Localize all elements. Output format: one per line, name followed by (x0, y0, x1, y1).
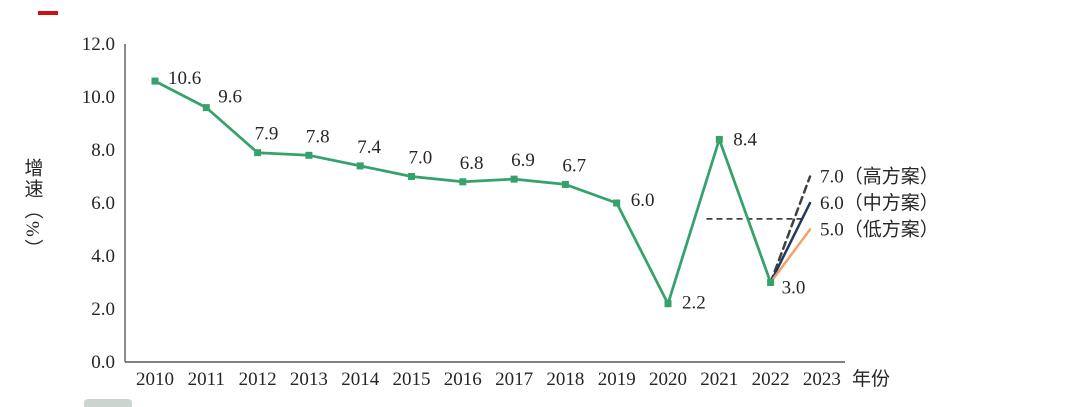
y-tick-label: 12.0 (82, 34, 115, 55)
x-tick-label: 2012 (239, 369, 277, 390)
data-point-label: 2.2 (682, 293, 706, 314)
x-tick-label: 2020 (649, 369, 687, 390)
x-axis-title: 年份 (852, 368, 890, 390)
data-point-label: 6.0 (631, 190, 655, 211)
data-point-marker (459, 178, 467, 186)
data-point-marker (408, 173, 415, 180)
y-tick-label: 2.0 (91, 299, 115, 320)
data-point-marker (356, 162, 364, 170)
x-tick-label: 2019 (598, 369, 636, 390)
data-point-marker (510, 175, 518, 183)
data-point-label: 7.4 (357, 137, 381, 158)
data-point-label: 7.8 (306, 126, 330, 147)
data-point-label: 6.9 (511, 150, 535, 171)
data-point-marker (305, 151, 313, 159)
data-point-marker (202, 104, 210, 112)
y-tick-label: 0.0 (91, 352, 115, 373)
data-point-marker (715, 135, 723, 143)
scenario-label-low: 5.0（低方案） (820, 219, 939, 241)
y-axis-title: 增速（%） (22, 158, 44, 260)
x-tick-label: 2021 (700, 369, 738, 390)
x-tick-label: 2022 (752, 369, 790, 390)
data-point-label: 3.0 (782, 278, 806, 299)
x-tick-label: 2010 (136, 369, 174, 390)
data-point-marker (561, 180, 569, 188)
x-tick-label: 2011 (188, 369, 225, 390)
scenario-line-mid (769, 201, 812, 284)
x-tick-label: 2016 (444, 369, 482, 390)
data-point-label: 10.6 (168, 68, 201, 89)
scenario-line-high (769, 175, 812, 284)
scenario-line-low (769, 228, 812, 284)
x-tick-label: 2013 (290, 369, 328, 390)
data-point-marker (664, 300, 672, 308)
x-tick-label: 2017 (495, 369, 533, 390)
data-point-marker (613, 199, 621, 207)
x-tick-label: 2018 (546, 369, 584, 390)
x-tick-label: 2015 (393, 369, 431, 390)
y-tick-label: 6.0 (91, 193, 115, 214)
y-tick-label: 10.0 (82, 87, 115, 108)
cropped-legend-fragment (84, 399, 132, 407)
data-point-label: 7.0 (409, 148, 433, 169)
y-tick-label: 4.0 (91, 246, 115, 267)
y-tick-label: 8.0 (91, 140, 115, 161)
data-point-label: 7.9 (255, 124, 279, 145)
data-point-label: 6.7 (562, 155, 586, 176)
data-point-label: 6.8 (460, 153, 484, 174)
main-series-line (153, 79, 772, 306)
x-tick-label: 2014 (341, 369, 380, 390)
red-dash-fragment (38, 11, 58, 15)
x-tick-label: 2023 (803, 369, 841, 390)
scenario-label-mid: 6.0（中方案） (820, 192, 939, 214)
data-point-marker (767, 279, 775, 286)
data-point-label: 8.4 (733, 129, 757, 150)
data-point-label: 9.6 (218, 87, 242, 108)
data-point-marker (151, 77, 159, 85)
scenario-label-high: 7.0（高方案） (820, 166, 939, 188)
data-point-marker (254, 149, 262, 157)
